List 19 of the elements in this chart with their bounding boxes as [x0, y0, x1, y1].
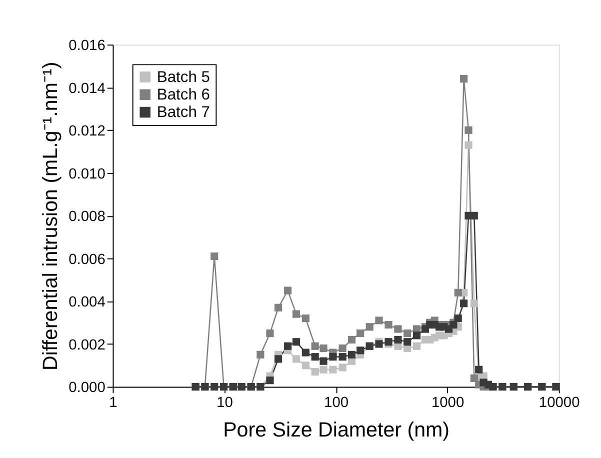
legend-label: Batch 6: [156, 86, 210, 104]
y-tick-label: 0.014: [68, 80, 106, 97]
legend-label: Batch 5: [156, 68, 210, 86]
y-tick-label: 0.002: [68, 337, 106, 354]
x-axis-title: Pore Size Diameter (nm): [223, 418, 450, 442]
y-tick-label: 0.004: [68, 294, 106, 311]
y-tick-label: 0.016: [68, 38, 106, 54]
x-tick-label: 100: [324, 394, 349, 411]
x-tick-label: 1000: [431, 394, 464, 411]
y-tick-label: 0.006: [68, 252, 106, 268]
x-tick-label: 1: [109, 394, 118, 411]
y-tick-label: 0.012: [68, 124, 106, 140]
x-tick-label: 10: [216, 394, 233, 411]
y-tick-label: 0.010: [68, 166, 106, 182]
y-tick-label: 0.000: [68, 380, 106, 396]
y-axis-title: Differential intrusion (mL.g⁻¹.nm⁻¹): [38, 62, 62, 370]
x-tick-label: 10000: [538, 394, 580, 411]
legend-label: Batch 7: [156, 104, 210, 122]
y-tick-label: 0.008: [68, 209, 106, 226]
